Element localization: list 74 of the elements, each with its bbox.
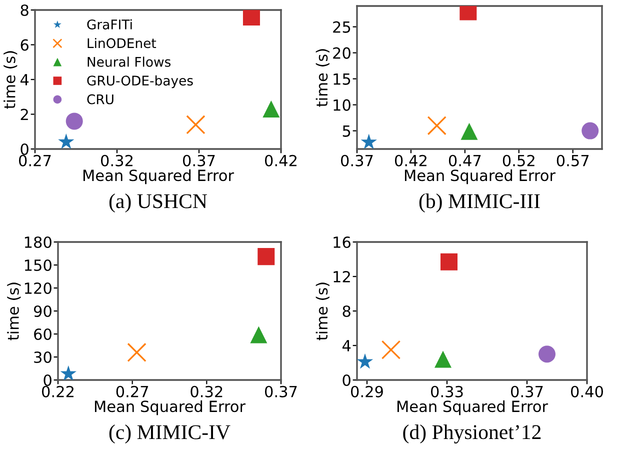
point <box>440 253 458 270</box>
y-axis-title: time (s) <box>316 282 330 340</box>
point <box>127 342 146 362</box>
y-tick-label: 20 <box>333 47 350 59</box>
x-tick-label: 0.29 <box>351 386 383 398</box>
text: (d) Physionet’12 <box>403 424 541 444</box>
y-tick-label: 60 <box>34 328 52 340</box>
y-tick-label: 12 <box>334 270 350 282</box>
x-tick-label: 0.32 <box>101 154 132 166</box>
point <box>60 365 76 380</box>
x-tick-label: 0.57 <box>556 154 589 166</box>
x-tick-label: 0.33 <box>431 386 463 398</box>
point <box>58 134 74 149</box>
legend-label: Neural Flows <box>88 56 171 67</box>
x-axis-title: Mean Squared Error <box>94 400 246 416</box>
point <box>434 350 452 368</box>
point <box>357 353 374 369</box>
point <box>381 340 401 360</box>
legend-label: GRU-ODE-bayes <box>87 75 193 88</box>
x-tick-label: 0.37 <box>511 386 543 398</box>
point <box>258 248 275 266</box>
text: (c) MIMIC-IV <box>109 424 230 444</box>
x-tick-label: 0.42 <box>265 154 296 166</box>
point <box>262 100 280 118</box>
y-tick-label: 4 <box>342 340 351 352</box>
point <box>582 122 599 140</box>
text: (a) USHCN <box>109 194 207 212</box>
legend-label: CRU <box>87 94 114 104</box>
x-tick-label: 0.40 <box>571 386 603 398</box>
point <box>250 326 268 344</box>
y-axis-title: time (s) <box>7 282 21 340</box>
point <box>66 112 83 130</box>
x-tick-label: 0.37 <box>183 154 215 166</box>
point <box>538 346 556 363</box>
y-tick-label: 6 <box>20 39 28 51</box>
point <box>242 10 260 26</box>
x-tick-label: 0.37 <box>265 386 297 398</box>
x-tick-label: 0.27 <box>19 154 51 166</box>
y-tick-label: 15 <box>334 73 350 85</box>
x-axis-title: Mean Squared Error <box>404 169 556 184</box>
y-tick-label: 16 <box>334 236 350 248</box>
y-tick-label: 120 <box>24 282 52 294</box>
text: (b) MIMIC-III <box>419 194 540 212</box>
y-tick-label: 0 <box>44 374 52 386</box>
y-tick-label: 90 <box>34 305 52 318</box>
legend-label: LinODEnet <box>88 38 156 48</box>
x-tick-label: 0.37 <box>341 154 373 166</box>
x-tick-label: 0.22 <box>42 386 74 398</box>
y-tick-label: 0 <box>20 143 28 156</box>
y-axis-title: time (s) <box>316 49 330 107</box>
x-tick-label: 0.42 <box>394 154 426 166</box>
x-axis-title: Mean Squared Error <box>83 169 234 184</box>
point <box>427 116 446 136</box>
y-tick-label: 180 <box>24 236 52 248</box>
y-tick-label: 25 <box>333 21 350 33</box>
x-tick-label: 0.27 <box>116 386 148 398</box>
y-tick-label: 5 <box>342 125 350 137</box>
y-tick-label: 10 <box>334 99 350 111</box>
point <box>186 115 206 134</box>
x-axis-title: Mean Squared Error <box>397 400 548 416</box>
y-tick-label: 2 <box>20 108 28 120</box>
legend-label: GraFITi <box>87 19 132 30</box>
y-tick-label: 4 <box>20 74 29 86</box>
point <box>460 122 478 140</box>
x-tick-label: 0.47 <box>448 154 481 166</box>
y-tick-label: 0 <box>342 374 350 386</box>
y-tick-label: 8 <box>20 4 28 16</box>
y-tick-label: 8 <box>342 305 350 318</box>
x-tick-label: 0.32 <box>190 386 222 398</box>
point <box>360 134 377 149</box>
x-tick-label: 0.52 <box>502 154 534 166</box>
y-axis-title: time (s) <box>4 51 18 109</box>
y-tick-label: 30 <box>34 351 52 364</box>
y-tick-label: 150 <box>24 259 52 272</box>
